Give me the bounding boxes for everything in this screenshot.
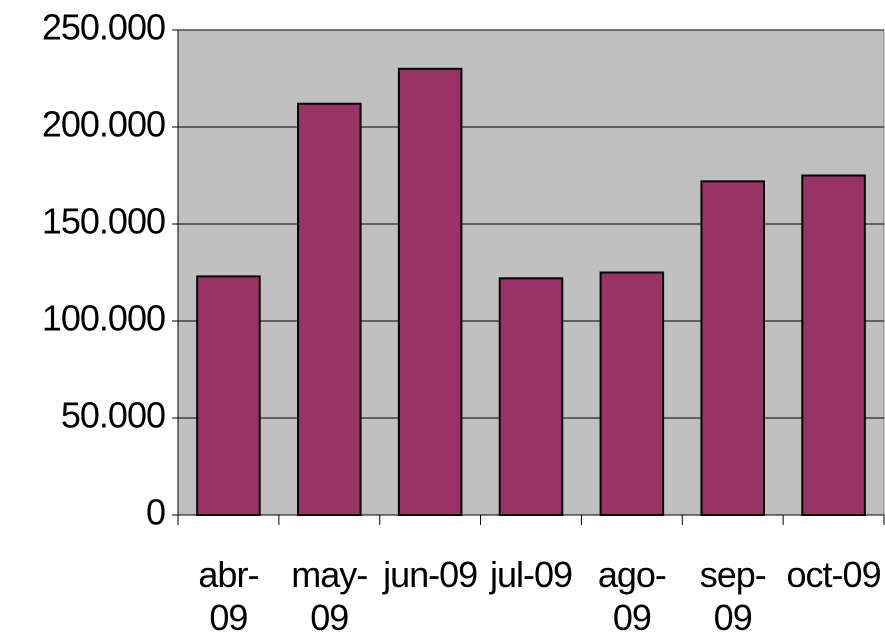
y-tick-label: 200.000 [42,104,165,145]
y-tick-label: 250.000 [42,7,165,48]
y-tick-label: 100.000 [42,298,165,339]
x-tick-label: abr-09 [198,554,259,638]
bar [498,277,564,516]
bar [700,180,765,516]
y-tick-label: 50.000 [61,395,165,436]
bar [599,271,665,516]
bar [397,67,463,517]
x-tick-label: jul-09 [489,554,573,595]
y-tick-label: 150.000 [42,201,165,242]
bar [801,174,866,516]
y-tick-label: 0 [146,492,165,533]
bar [196,275,261,516]
x-tick-label: may-09 [291,554,368,638]
bar [297,102,362,516]
x-tick-label: jun-09 [383,554,478,595]
x-tick-label: ago-09 [597,554,667,638]
x-tick-label: sep-09 [699,554,767,638]
x-tick-label: oct-09 [786,554,882,595]
